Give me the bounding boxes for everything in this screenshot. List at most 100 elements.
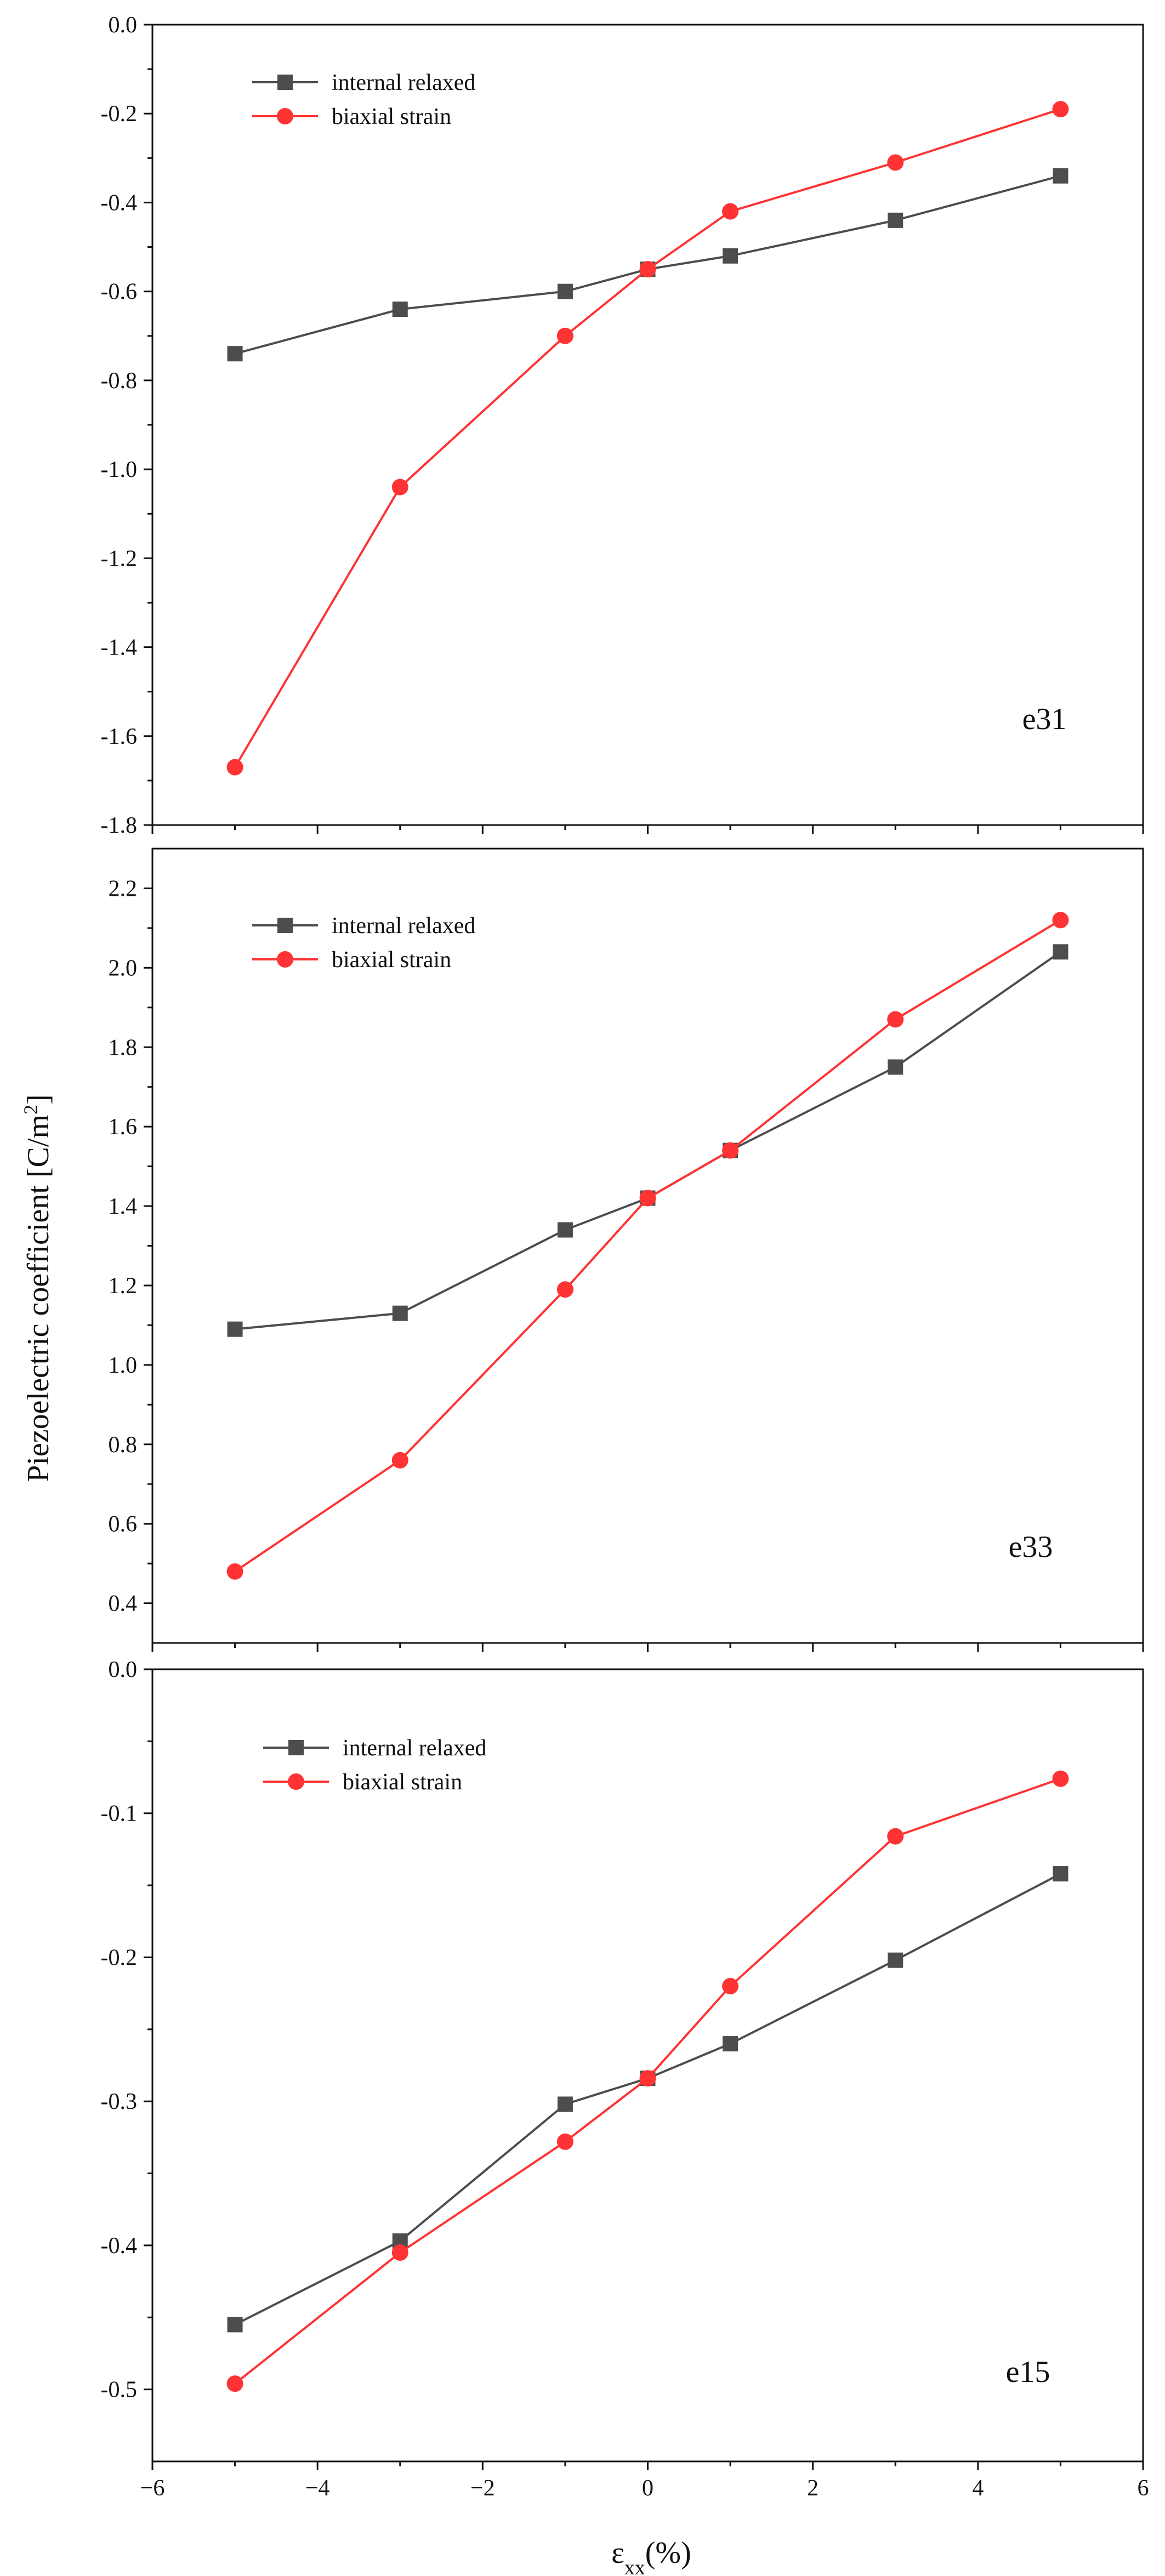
legend-marker [288, 1740, 304, 1755]
data-point-biaxial-strain [391, 1452, 408, 1469]
data-point-internal-relaxed [227, 346, 243, 362]
data-point-internal-relaxed [723, 2036, 738, 2052]
legend-label: biaxial strain [343, 1770, 462, 1795]
data-point-internal-relaxed [888, 212, 903, 228]
data-point-internal-relaxed [557, 1222, 573, 1238]
data-point-internal-relaxed [1053, 1866, 1069, 1882]
data-point-biaxial-strain [887, 1828, 904, 1845]
legend-marker [277, 75, 293, 90]
data-point-biaxial-strain [722, 1978, 739, 1994]
data-point-biaxial-strain [226, 1563, 243, 1580]
y-axis-title-main: Piezoelectric coefficient [C/m [21, 1114, 55, 1482]
data-point-biaxial-strain [556, 2133, 573, 2150]
data-point-internal-relaxed [557, 283, 573, 299]
data-point-internal-relaxed [888, 1952, 903, 1968]
y-tick-label: -0.2 [101, 1945, 138, 1970]
data-point-internal-relaxed [392, 1305, 408, 1321]
y-tick-label: -1.8 [101, 813, 138, 838]
data-point-biaxial-strain [639, 1190, 656, 1207]
y-axis-title-end: ] [21, 1094, 55, 1105]
series-line-internal-relaxed [235, 951, 1061, 1330]
y-tick-label: -0.4 [101, 190, 138, 215]
series-line-biaxial-strain [234, 108, 1061, 768]
x-tick-label: −4 [305, 2476, 330, 2501]
data-point-biaxial-strain [1052, 1770, 1069, 1787]
data-point-biaxial-strain [226, 759, 243, 776]
panel-e15: 0.0 -0.1 -0.2 -0.3 -0.4 -0.5 −6 −4 −2 0 2 4 6 interna… [101, 1657, 1149, 2501]
data-point-internal-relaxed [227, 1321, 243, 1337]
panel-e33: 2.2 2.0 1.8 1.6 1.4 1.2 1.0 0.8 0.6 0.4 internal r… [109, 848, 1144, 1652]
data-point-internal-relaxed [723, 248, 738, 264]
legend-label: biaxial strain [332, 104, 451, 129]
legend-marker [277, 108, 293, 124]
x-tick-label: −6 [140, 2476, 165, 2501]
plot-frame [151, 848, 1144, 1644]
y-tick-label: -0.4 [101, 2233, 138, 2259]
data-point-biaxial-strain [722, 203, 739, 220]
data-point-biaxial-strain [639, 261, 656, 278]
x-axis-title-unit: (%) [645, 2536, 691, 2570]
legend-marker [277, 918, 293, 933]
y-tick-label: 1.0 [109, 1353, 138, 1378]
y-tick-label: -0.8 [101, 368, 138, 394]
panel-e31: 0.0 -0.2 -0.4 -0.6 -0.8 -1.0 -1.2 -1.4 -1.6 -1.8 i… [101, 13, 1144, 838]
y-axis-title-sup: 2 [20, 1105, 42, 1114]
data-point-internal-relaxed [227, 2317, 243, 2333]
y-tick-label: 1.4 [109, 1194, 138, 1219]
data-point-biaxial-strain [1052, 912, 1069, 929]
data-point-biaxial-strain [556, 1281, 573, 1298]
legend-label: internal relaxed [332, 913, 475, 939]
y-tick-label: 0.8 [109, 1432, 138, 1458]
data-point-biaxial-strain [391, 479, 408, 496]
data-point-internal-relaxed [557, 2096, 573, 2112]
y-tick-label: 2.2 [109, 876, 138, 901]
y-tick-label: 1.8 [109, 1035, 138, 1060]
y-tick-label: -0.3 [101, 2089, 138, 2114]
x-tick-label: 6 [1138, 2476, 1149, 2501]
y-tick-label: 1.2 [109, 1273, 138, 1299]
y-tick-label: 2.0 [109, 956, 138, 981]
panel-label-e31: e31 [1022, 702, 1067, 736]
y-tick-label: -1.4 [101, 635, 138, 661]
data-point-biaxial-strain [722, 1142, 739, 1159]
legend: internal relaxed biaxial strain [252, 70, 475, 129]
y-tick-label: -0.1 [101, 1801, 138, 1827]
legend: internal relaxed biaxial strain [252, 913, 475, 973]
series-line-internal-relaxed [234, 1873, 1061, 2326]
data-point-biaxial-strain [1052, 101, 1069, 118]
x-tick-label: 2 [807, 2476, 819, 2501]
x-axis-title: εxx(%) [611, 2536, 691, 2576]
plot-frame [151, 24, 1144, 826]
data-point-biaxial-strain [887, 154, 904, 171]
data-point-internal-relaxed [888, 1059, 903, 1075]
panel-label-e15: e15 [1006, 2355, 1050, 2389]
y-tick-label: -1.0 [101, 457, 138, 482]
y-tick-label: 0.0 [109, 1657, 138, 1682]
legend-label: biaxial strain [332, 947, 451, 973]
legend-marker [288, 1773, 304, 1790]
x-tick-label: 4 [972, 2476, 984, 2501]
legend: internal relaxed biaxial strain [263, 1736, 486, 1795]
y-tick-label: -0.6 [101, 280, 138, 305]
data-point-internal-relaxed [1053, 944, 1069, 960]
y-tick-label: -0.2 [101, 101, 138, 127]
series-line-biaxial-strain [234, 919, 1061, 1573]
y-tick-label: 0.0 [109, 13, 138, 38]
data-point-biaxial-strain [391, 2244, 408, 2261]
x-axis-title-sub: xx [624, 2556, 645, 2576]
data-point-internal-relaxed [392, 302, 408, 317]
chart-panels: 0.0 -0.2 -0.4 -0.6 -0.8 -1.0 -1.2 -1.4 -1.6 -1.8 i… [101, 13, 1149, 2501]
x-axis-title-symbol: ε [611, 2536, 624, 2570]
data-point-biaxial-strain [226, 2375, 243, 2392]
legend-label: internal relaxed [332, 70, 475, 95]
x-tick-label: 0 [642, 2476, 653, 2501]
legend-label: internal relaxed [343, 1736, 486, 1761]
panel-label-e33: e33 [1009, 1530, 1053, 1564]
data-point-biaxial-strain [639, 2070, 656, 2087]
x-tick-label: −2 [470, 2476, 495, 2501]
legend-marker [277, 951, 293, 968]
data-point-biaxial-strain [887, 1011, 904, 1028]
y-tick-label: 0.4 [109, 1591, 138, 1617]
y-tick-label: -1.2 [101, 546, 138, 571]
y-tick-label: 1.6 [109, 1114, 138, 1140]
